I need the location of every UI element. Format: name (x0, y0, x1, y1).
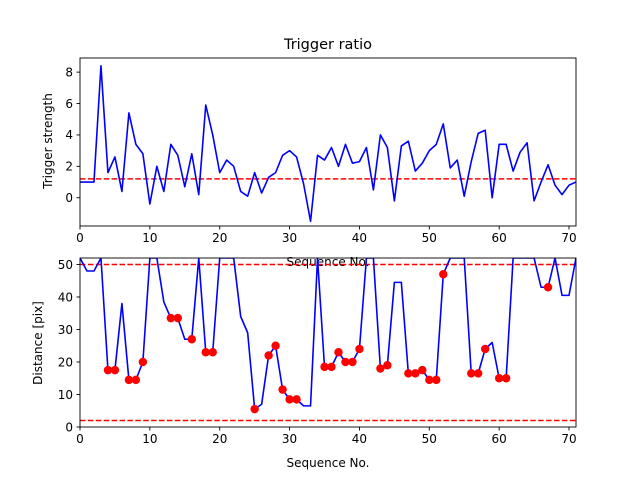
top-x-tick-label: 40 (352, 231, 367, 245)
top-y-tick-label: 0 (65, 191, 73, 205)
bottom-marker-point (480, 344, 490, 354)
bottom-x-tick-label: 40 (352, 432, 367, 446)
bottom-marker-point (376, 364, 385, 373)
bottom-marker-point (348, 357, 357, 367)
top-y-axis-label: Trigger strength (41, 93, 55, 190)
bottom-marker-point (292, 395, 301, 404)
bottom-marker-point (494, 374, 504, 383)
top-axes-frame (79, 57, 577, 227)
bottom-marker-point (327, 362, 336, 372)
bottom-marker-point (383, 361, 392, 370)
bottom-marker-point (334, 348, 343, 357)
bottom-plot-area: 0 10 20 30 40 50 60 70 0 10 20 30 40 50 (58, 257, 577, 446)
bottom-marker-point (473, 369, 483, 378)
top-x-tick-label: 10 (142, 231, 157, 245)
bottom-marker-point (355, 344, 364, 354)
bottom-marker-point (264, 351, 273, 360)
top-y-tick-label: 2 (65, 160, 73, 174)
bottom-marker-point (432, 375, 441, 385)
bottom-x-axis-label: Sequence No. (287, 456, 370, 470)
bottom-y-tick-label: 50 (58, 258, 73, 272)
top-x-tick-label: 0 (76, 231, 84, 245)
top-chart-title: Trigger ratio (283, 37, 372, 53)
bottom-marker-point (467, 369, 476, 378)
bottom-marker-point (166, 313, 176, 323)
top-x-tick-label: 30 (282, 231, 297, 245)
top-series-line-0 (80, 65, 576, 223)
bottom-axes-frame (79, 257, 577, 428)
bottom-marker-point (439, 270, 448, 279)
bottom-y-tick-label: 10 (58, 388, 73, 402)
top-series-group (80, 65, 576, 223)
bottom-marker-point (285, 395, 294, 404)
bottom-marker-point (543, 283, 553, 292)
top-x-tick-label: 70 (561, 231, 576, 245)
bottom-marker-point (418, 365, 427, 375)
bottom-marker-point (501, 374, 511, 383)
bottom-x-tick-label: 20 (212, 432, 227, 446)
top-y-tick-label: 6 (65, 97, 73, 111)
bottom-marker-point (110, 365, 120, 375)
top-x-tick-label: 60 (492, 231, 507, 245)
bottom-y-axis-label: Distance [pix] (31, 301, 45, 385)
bottom-x-tick-label: 50 (422, 432, 437, 446)
bottom-marker-point (131, 375, 141, 385)
top-x-tick-label: 20 (212, 231, 227, 245)
bottom-x-tick-label: 10 (142, 432, 157, 446)
bottom-y-tick-label: 0 (65, 420, 73, 434)
top-x-axis-label: Sequence No. (287, 255, 370, 269)
bottom-marker-point (411, 369, 420, 378)
bottom-x-tick-label: 70 (561, 432, 576, 446)
bottom-marker-point (103, 365, 113, 375)
bottom-marker-point (138, 357, 148, 367)
bottom-marker-point (341, 357, 350, 367)
bottom-marker-point (271, 341, 280, 350)
bottom-x-tick-label: 30 (282, 432, 297, 446)
bottom-marker-point (425, 375, 434, 385)
bottom-marker-point (250, 404, 259, 414)
bottom-x-tick-label: 0 (76, 432, 84, 446)
top-plot-area: 0 10 20 30 40 50 60 70 0 2 4 6 8 (65, 57, 577, 245)
top-y-tick-label: 8 (65, 65, 73, 79)
bottom-y-tick-label: 30 (58, 323, 73, 337)
top-y-tick-label: 4 (65, 128, 73, 142)
bottom-y-tick-label: 40 (58, 290, 73, 304)
bottom-marker-point (201, 348, 210, 357)
bottom-marker-point (320, 362, 329, 372)
top-x-tick-label: 50 (422, 231, 437, 245)
bottom-marker-point (187, 335, 196, 344)
bottom-y-tick-label: 20 (58, 355, 73, 369)
bottom-marker-point (173, 313, 183, 323)
bottom-series-group (80, 258, 576, 422)
bottom-x-tick-label: 60 (492, 432, 507, 446)
bottom-marker-point (278, 385, 287, 394)
bottom-marker-point (404, 369, 413, 378)
bottom-marker-point (208, 348, 217, 357)
bottom-marker-point (124, 375, 134, 385)
